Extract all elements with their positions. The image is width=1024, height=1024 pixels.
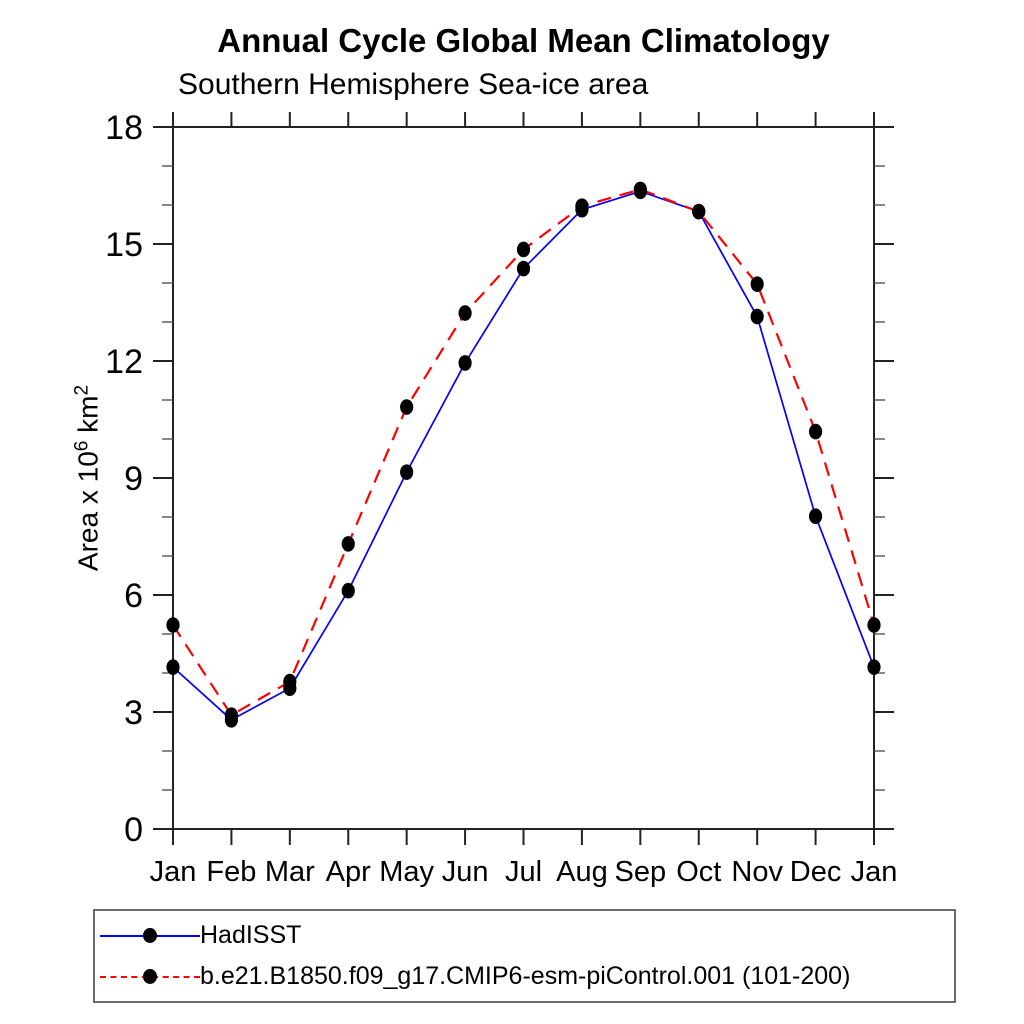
legend-label-hadisst: HadISST [200, 921, 302, 949]
data-point-marker [575, 198, 589, 214]
y-tick-label: 12 [105, 343, 143, 381]
data-point-marker [692, 203, 706, 220]
x-tick-label: Jun [442, 856, 489, 888]
x-tick-label: Feb [206, 856, 256, 888]
data-point-marker [633, 181, 647, 198]
data-point-marker [516, 260, 531, 277]
marker-dot-icon [143, 969, 157, 984]
x-tick-label: Apr [326, 856, 371, 888]
data-point-marker [867, 617, 881, 633]
data-point-marker [166, 617, 180, 633]
x-tick-label: Sep [615, 856, 667, 888]
data-point-marker [750, 308, 764, 325]
y-tick-label: 3 [124, 694, 143, 732]
data-point-marker [400, 399, 414, 415]
data-point-marker [341, 536, 355, 552]
x-tick-label: Jul [505, 856, 542, 888]
data-point-marker [458, 355, 472, 371]
data-point-marker [867, 659, 881, 675]
legend-item-hadisst: HadISST [100, 916, 954, 956]
data-point-marker [808, 508, 823, 525]
data-point-marker [808, 423, 823, 440]
chart-title: Annual Cycle Global Mean Climatology [217, 22, 830, 59]
x-tick-label: Oct [676, 856, 721, 888]
x-tick-label: Jan [150, 856, 197, 888]
data-point-marker [341, 582, 355, 599]
x-tick-label: Aug [556, 856, 608, 888]
data-point-marker [283, 673, 297, 690]
legend-sample-solid [100, 926, 200, 946]
x-tick-label: Jan [851, 856, 898, 888]
x-tick-label: Nov [731, 856, 783, 888]
marker-dot-icon [143, 928, 157, 943]
data-point-marker [516, 241, 531, 258]
data-point-marker [400, 464, 414, 480]
data-point-marker [750, 276, 764, 292]
legend-item-model: b.e21.B1850.f09_g17.CMIP6-esm-piControl.… [100, 957, 954, 997]
data-point-marker [458, 305, 472, 321]
y-tick-label: 9 [124, 460, 143, 498]
y-tick-label: 0 [124, 811, 143, 849]
y-tick-label: 18 [105, 109, 143, 147]
chart-subtitle: Southern Hemisphere Sea-ice area [178, 68, 649, 101]
legend-sample-dashed [100, 967, 200, 987]
data-point-marker [166, 659, 180, 675]
legend: HadISST b.e21.B1850.f09_g17.CMIP6-esm-pi… [93, 909, 956, 1003]
x-tick-label: May [379, 856, 434, 888]
legend-label-model: b.e21.B1850.f09_g17.CMIP6-esm-piControl.… [200, 962, 851, 990]
data-point-marker [224, 707, 239, 723]
x-tick-label: Mar [265, 856, 315, 888]
x-tick-label: Dec [790, 856, 842, 888]
y-tick-label: 15 [105, 226, 143, 264]
y-tick-label: 6 [124, 577, 143, 615]
